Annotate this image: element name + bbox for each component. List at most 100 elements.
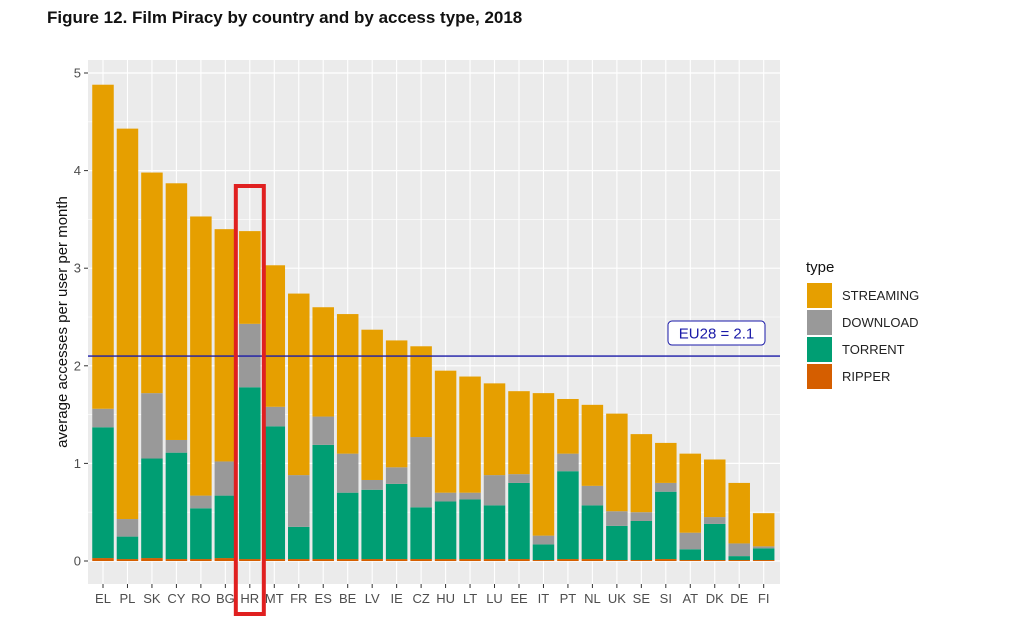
bar-segment-ripper (557, 559, 579, 561)
highlight-box-hr (233, 184, 266, 616)
legend-swatch (807, 310, 832, 335)
bar-segment-streaming (165, 183, 188, 440)
y-tick-label: 2 (74, 358, 81, 373)
bar-segment-torrent (92, 427, 114, 559)
bar-segment-download (312, 416, 334, 445)
bar-segment-download (679, 532, 702, 550)
bar-segment-torrent (434, 501, 457, 560)
bar-group-hr (239, 231, 261, 561)
bar-segment-streaming (385, 340, 408, 468)
bar-segment-download (434, 492, 457, 502)
x-tick-label: FI (758, 591, 770, 606)
bar-segment-download (263, 406, 286, 427)
bar-segment-ripper (141, 558, 163, 561)
bar-segment-torrent (141, 458, 163, 559)
bar-segment-torrent (263, 426, 286, 560)
x-tick-label: MT (265, 591, 284, 606)
eu28-label-box (667, 320, 766, 346)
bar-segment-torrent (483, 505, 506, 560)
y-tick-label: 1 (74, 456, 81, 471)
bar-segment-streaming (410, 346, 432, 438)
bar-group-hu (434, 370, 457, 561)
x-tick-label: CY (167, 591, 185, 606)
bar-group-ro (190, 216, 212, 561)
bar-segment-streaming (532, 393, 555, 536)
y-tick-label: 0 (74, 554, 81, 569)
bar-segment-streaming (312, 307, 334, 417)
bar-group-ie (385, 340, 408, 561)
x-tick-label: BE (339, 591, 357, 606)
bar-segment-torrent (385, 483, 408, 560)
bar-segment-torrent (606, 525, 628, 561)
bar-segment-ripper (312, 559, 334, 561)
bar-group-cz (410, 346, 432, 561)
bar-segment-torrent (361, 489, 383, 560)
bar-segment-ripper (581, 559, 604, 561)
bar-segment-streaming (434, 370, 457, 493)
bar-group-pt (557, 398, 579, 561)
bar-segment-ripper (630, 560, 653, 561)
x-tick-label: LV (365, 591, 380, 606)
bar-segment-torrent (239, 387, 261, 560)
x-tick-label: NL (584, 591, 601, 606)
x-tick-label: BG (216, 591, 235, 606)
bar-segment-download (288, 475, 310, 527)
bar-group-sk (141, 172, 163, 561)
bar-segment-torrent (116, 536, 139, 560)
legend-item-ripper: RIPPER (807, 364, 890, 389)
bar-segment-download (728, 543, 750, 557)
x-tick-label: LT (463, 591, 477, 606)
bar-segment-ripper (239, 559, 261, 561)
x-tick-label: CZ (412, 591, 429, 606)
bar-segment-ripper (752, 560, 775, 561)
x-axis: EL PL SK CY RO BG HR MT FR ES BE LV IE CZ HU LT LU EE IT PT… (95, 584, 769, 606)
bar-segment-download (214, 461, 237, 496)
legend-swatch (807, 283, 832, 308)
bar-segment-streaming (141, 172, 163, 394)
legend-label: STREAMING (842, 288, 919, 303)
bar-segment-streaming (116, 128, 139, 520)
bar-segment-ripper (459, 559, 481, 561)
bar-segment-download (606, 511, 628, 526)
y-tick-label: 4 (74, 163, 81, 178)
bar-segment-ripper (385, 559, 408, 561)
bar-segment-ripper (434, 559, 457, 561)
bar-segment-streaming (728, 482, 750, 544)
bar-segment-torrent (459, 499, 481, 560)
bar-segment-download (508, 474, 530, 483)
x-tick-label: EE (510, 591, 528, 606)
legend-title: type (806, 259, 834, 276)
x-tick-label: UK (608, 591, 626, 606)
bar-segment-streaming (483, 383, 506, 476)
bar-segment-streaming (336, 314, 359, 454)
legend-swatch (807, 364, 832, 389)
legend-item-torrent: TORRENT (807, 337, 905, 362)
bar-group-it (532, 393, 555, 561)
x-tick-label: RO (191, 591, 211, 606)
bar-segment-torrent (532, 544, 555, 561)
bar-segment-streaming (508, 391, 530, 475)
bar-segment-streaming (704, 459, 726, 518)
bar-segment-download (116, 519, 139, 537)
bar-segment-ripper (728, 560, 750, 561)
bar-segment-download (410, 437, 432, 508)
bar-group-fi (752, 513, 775, 561)
bar-group-uk (606, 413, 628, 561)
bar-segment-ripper (508, 559, 530, 561)
bar-segment-streaming (557, 398, 579, 454)
reference-line-layer: EU28 = 2.1 (88, 320, 780, 357)
bar-segment-download (385, 467, 408, 484)
bar-segment-streaming (679, 453, 702, 533)
bar-segment-streaming (655, 442, 677, 483)
legend-item-download: DOWNLOAD (807, 310, 919, 335)
bar-segment-ripper (214, 558, 237, 561)
bar-group-si (655, 442, 677, 561)
legend-label: DOWNLOAD (842, 315, 919, 330)
x-tick-label: PT (560, 591, 577, 606)
bar-segment-streaming (361, 329, 383, 480)
bar-group-dk (704, 459, 726, 561)
bar-segment-torrent (312, 444, 334, 560)
bar-segment-ripper (92, 558, 114, 561)
eu28-label: EU28 = 2.1 (679, 326, 754, 343)
